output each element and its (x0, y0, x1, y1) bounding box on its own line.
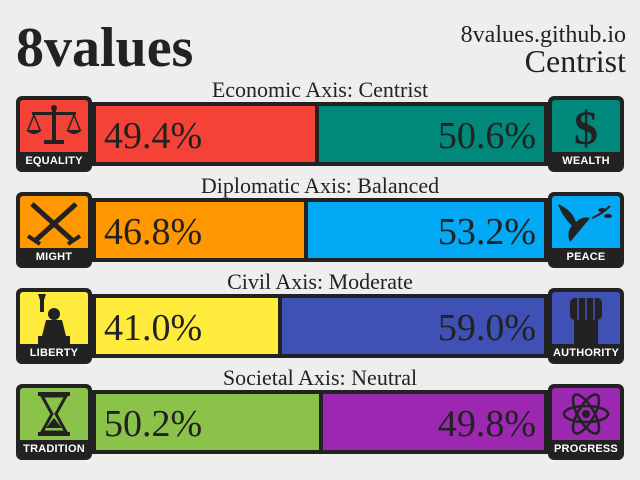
peace-percent: 53.2% (437, 211, 536, 253)
peace-segment: 53.2% (308, 202, 544, 258)
scales-icon (20, 100, 88, 152)
tradition-badge: TRADITION (16, 384, 92, 460)
wealth-label: WEALTH (562, 155, 610, 167)
crossed-swords-icon (20, 196, 88, 248)
diplomatic-bar: 46.8% 53.2% (92, 198, 548, 262)
peace-badge: PEACE (548, 192, 624, 268)
equality-segment: 49.4% (96, 106, 315, 162)
liberty-percent: 41.0% (104, 307, 203, 349)
progress-percent: 49.8% (437, 403, 536, 445)
equality-badge: EQUALITY (16, 96, 92, 172)
authority-label: AUTHORITY (553, 347, 619, 359)
svg-text:$: $ (574, 102, 598, 152)
civil-axis-label: Civil Axis: Moderate (227, 269, 413, 294)
authority-segment: 59.0% (282, 298, 544, 354)
societal-axis: Societal Axis: Neutral TRADITION 50.2% 4… (0, 366, 640, 466)
wealth-badge: $ WEALTH (548, 96, 624, 172)
tradition-label: TRADITION (23, 443, 85, 455)
economic-axis-label: Economic Axis: Centrist (211, 77, 429, 102)
civil-axis: Civil Axis: Moderate LIBERTY 41.0% 59.0% (0, 270, 640, 370)
atom-icon (552, 388, 620, 440)
societal-bar: 50.2% 49.8% (92, 390, 548, 454)
progress-badge: PROGRESS (548, 384, 624, 460)
liberty-label: LIBERTY (29, 347, 79, 359)
wealth-segment: 50.6% (319, 106, 544, 162)
might-segment: 46.8% (96, 202, 304, 258)
peace-label: PEACE (566, 251, 606, 263)
authority-badge: AUTHORITY (548, 288, 624, 364)
dove-icon (552, 196, 620, 248)
hourglass-icon (20, 388, 88, 440)
equality-label: EQUALITY (25, 155, 83, 167)
tradition-segment: 50.2% (96, 394, 319, 450)
fist-icon (552, 292, 620, 344)
app-title: 8values (16, 17, 194, 79)
progress-segment: 49.8% (323, 394, 544, 450)
might-badge: MIGHT (16, 192, 92, 268)
wealth-percent: 50.6% (437, 115, 536, 157)
statue-of-liberty-icon (20, 292, 88, 344)
civil-bar: 41.0% 59.0% (92, 294, 548, 358)
might-label: MIGHT (35, 251, 73, 263)
site-url[interactable]: 8values.github.io (460, 22, 626, 48)
authority-percent: 59.0% (437, 307, 536, 349)
progress-label: PROGRESS (554, 443, 618, 455)
dollar-icon: $ (552, 100, 620, 152)
economic-axis: Economic Axis: Centrist EQUALITY 49.4% 5… (0, 78, 640, 178)
diplomatic-axis-label: Diplomatic Axis: Balanced (200, 173, 440, 198)
societal-axis-label: Societal Axis: Neutral (222, 365, 418, 390)
ideology-label: Centrist (524, 43, 626, 79)
tradition-percent: 50.2% (104, 403, 203, 445)
might-percent: 46.8% (104, 211, 203, 253)
economic-bar: 49.4% 50.6% (92, 102, 548, 166)
equality-percent: 49.4% (104, 115, 203, 157)
diplomatic-axis: Diplomatic Axis: Balanced MIGHT 46.8% 53… (0, 174, 640, 274)
liberty-badge: LIBERTY (16, 288, 92, 364)
liberty-segment: 41.0% (96, 298, 278, 354)
